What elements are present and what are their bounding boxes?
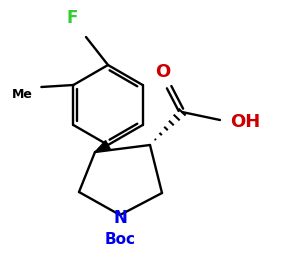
Text: Boc: Boc bbox=[105, 231, 135, 246]
Text: O: O bbox=[155, 63, 171, 81]
Text: OH: OH bbox=[230, 113, 260, 131]
Text: N: N bbox=[113, 209, 127, 227]
Text: F: F bbox=[66, 9, 78, 27]
Text: Me: Me bbox=[12, 88, 32, 101]
Polygon shape bbox=[95, 141, 110, 152]
